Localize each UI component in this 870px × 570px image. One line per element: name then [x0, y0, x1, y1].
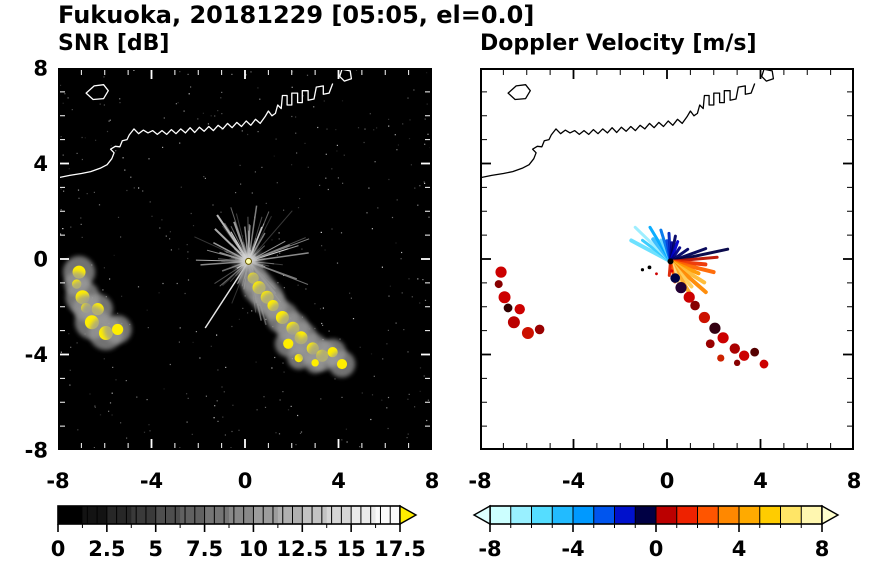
y-axis-labels: -8 -4 0 4 8 — [25, 57, 48, 463]
snr-colorbar-tick-label: 2.5 — [88, 537, 125, 561]
x-tick-label: -8 — [46, 469, 69, 493]
echo-blobs — [494, 265, 769, 369]
plot-frame — [58, 68, 432, 450]
snr-colorbar-tick-label: 10 — [239, 537, 268, 561]
y-tick-label: 0 — [33, 248, 48, 272]
doppler-colorbar: -8 -4 0 4 8 — [472, 504, 840, 561]
doppler-colorbar-tick-label: -8 — [478, 537, 501, 561]
axis-ticks — [480, 68, 854, 450]
snr-colorbar-over-arrow — [399, 504, 418, 526]
y-tick-label: -8 — [25, 439, 48, 463]
snr-colorbar-tick-label: 12.5 — [276, 537, 328, 561]
doppler-colorbar-over-arrow — [821, 504, 840, 526]
radar-site-marker — [667, 258, 674, 265]
snr-colorbar: 0 2.5 5 7.5 10 12.5 15 17.5 — [51, 504, 426, 561]
doppler-colorbar-tick-label: 0 — [649, 537, 664, 561]
x-tick-label: 4 — [331, 469, 346, 493]
x-tick-label: 0 — [660, 469, 675, 493]
snr-colorbar-tick-label: 0 — [51, 537, 66, 561]
y-tick-label: 4 — [33, 152, 48, 176]
echo-blobs — [62, 256, 356, 378]
doppler-colorbar-tick-label: 8 — [815, 537, 830, 561]
velocity-fan — [629, 225, 730, 298]
snr-colorbar-tick-label: 7.5 — [186, 537, 223, 561]
snr-colorbar-tick-label: 15 — [337, 537, 366, 561]
x-tick-label: -4 — [562, 469, 585, 493]
doppler-x-axis-labels: -8 -4 0 4 8 — [468, 469, 861, 493]
x-tick-label: -4 — [140, 469, 163, 493]
x-tick-label: 8 — [425, 469, 440, 493]
snr-colorbar-tick-label: 17.5 — [374, 537, 426, 561]
figure-title: Fukuoka, 20181229 [05:05, el=0.0] — [58, 1, 535, 29]
y-tick-label: -4 — [25, 343, 48, 367]
x-tick-label: 0 — [238, 469, 253, 493]
snr-plot-area — [58, 68, 432, 450]
x-tick-label: -8 — [468, 469, 491, 493]
doppler-colorbar-tick-label: 4 — [732, 537, 747, 561]
doppler-plot-area — [480, 68, 854, 450]
plot-frame — [480, 68, 854, 450]
snr-colorbar-tick-label: 5 — [148, 537, 163, 561]
doppler-colorbar-under-arrow — [472, 504, 491, 526]
snr-x-axis-labels: -8 -4 0 4 8 — [46, 469, 439, 493]
coastline — [480, 68, 775, 179]
radar-site-marker — [245, 257, 253, 265]
coastline — [58, 68, 353, 179]
x-tick-label: 4 — [753, 469, 768, 493]
doppler-colorbar-tick-label: -4 — [561, 537, 584, 561]
y-tick-label: 8 — [33, 57, 48, 81]
snr-panel-title: SNR [dB] — [58, 31, 170, 56]
x-tick-label: 8 — [847, 469, 862, 493]
doppler-panel-title: Doppler Velocity [m/s] — [480, 31, 757, 56]
axis-ticks — [58, 68, 432, 450]
